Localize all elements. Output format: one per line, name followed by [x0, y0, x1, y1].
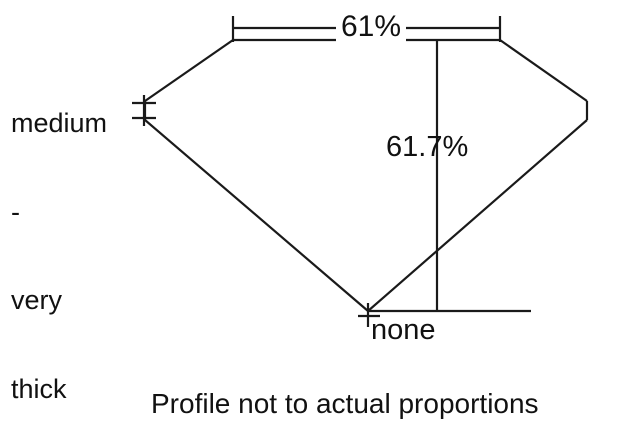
- total-depth-value: 61.7%: [386, 131, 469, 163]
- diagram-caption: Profile not to actual proportions: [151, 388, 539, 419]
- culet-label: none: [371, 314, 436, 346]
- girdle-thickness-tick-group: [132, 95, 156, 126]
- table-width-value: 61%: [336, 12, 407, 42]
- girdle-thickness-label-line-4: thick: [11, 373, 67, 404]
- girdle-thickness-label-line-3: very: [11, 285, 63, 315]
- crown-right-facet-line: [499, 39, 588, 102]
- gem-outline-group: [143, 38, 589, 312]
- girdle-thickness-label-line-1: medium: [11, 108, 108, 138]
- pavilion-right-facet-line: [367, 119, 588, 312]
- pavilion-left-facet-line: [144, 119, 369, 312]
- girdle-thickness-label-line-2: -: [11, 196, 20, 227]
- culet-reference-group: [358, 303, 531, 327]
- crown-left-facet-line: [144, 39, 234, 102]
- girdle-thickness-label: medium - very thick (faceted): [11, 50, 118, 430]
